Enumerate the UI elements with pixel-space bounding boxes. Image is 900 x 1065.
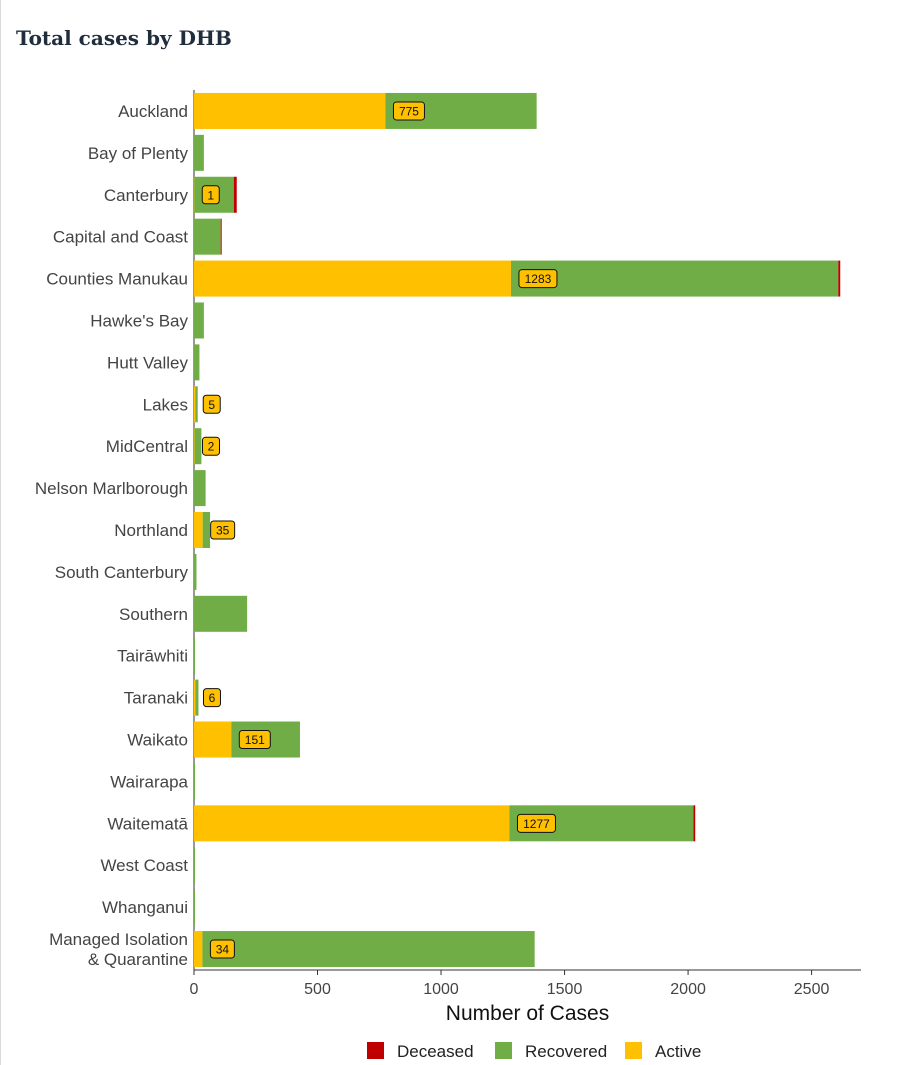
bar-active-auckland [194,92,386,129]
active-badge-waikato [238,730,271,750]
category-label-hawke-s-bay: Hawke's Bay [90,311,188,330]
bar-recovered-managed-isolation-quarantine [202,931,535,968]
active-badge-label-northland: 35 [216,524,230,538]
chart-title: Total cases by DHB [16,26,232,50]
bar-recovered-counties-manukau [510,260,839,297]
category-label-northland: Northland [114,521,188,540]
bar-deceased-capital-and-coast [220,218,222,255]
bar-deceased-canterbury [233,176,237,213]
active-badge-label-managed-isolation-quarantine: 34 [216,943,230,957]
category-label-whanganui: Whanganui [102,898,188,917]
category-label-hutt-valley: Hutt Valley [107,353,188,372]
bar-recovered-taranaki [195,679,199,716]
bar-recovered-whanganui [194,889,195,926]
active-badge-waitemat [516,813,556,833]
bar-recovered-lakes [195,386,198,423]
bar-recovered-hutt-valley [194,344,200,381]
x-tick-label-2000: 2000 [670,981,706,998]
active-badge-taranaki [202,688,221,708]
category-label-bay-of-plenty: Bay of Plenty [88,144,189,163]
active-badge-lakes [202,394,221,414]
active-badge-managed-isolation-quarantine [209,939,235,959]
active-badge-northland [210,520,236,540]
category-label-lakes: Lakes [143,395,188,414]
category-label-taranaki: Taranaki [124,689,188,708]
x-tick-label-1500: 1500 [547,981,583,998]
bar-recovered-west-coast [194,847,195,884]
bar-recovered-southern [194,595,248,632]
bar-active-taranaki [194,679,196,716]
active-badge-midcentral [201,436,220,456]
category-label-waikato: Waikato [127,731,188,750]
category-label-managed-isolation-quarantine: Managed Isolation & Quarantine [49,930,188,969]
category-label-southern: Southern [119,605,188,624]
bar-active-waikato [194,721,232,758]
bar-deceased-counties-manukau [838,260,841,297]
x-axis-title: Number of Cases [446,1002,609,1025]
bar-recovered-south-canterbury [194,553,197,590]
active-badge-counties-manukau [518,269,558,289]
x-tick-label-0: 0 [190,981,199,998]
category-label-wairarapa: Wairarapa [110,772,188,791]
bar-recovered-wairarapa [194,763,195,800]
bar-recovered-tair-whiti [194,637,195,674]
active-badge-canterbury [201,185,220,205]
category-label-capital-and-coast: Capital and Coast [53,228,188,247]
bar-recovered-northland [202,512,211,548]
bar-recovered-bay-of-plenty [194,134,204,171]
legend-label-active: Active [655,1042,701,1061]
active-badge-label-midcentral: 2 [208,440,215,454]
x-tick-label-2500: 2500 [794,981,830,998]
category-label-midcentral: MidCentral [106,437,188,456]
active-badge-auckland [392,101,425,121]
category-label-waitemat: Waitematā [107,814,188,833]
x-tick-label-500: 500 [304,981,331,998]
category-label-south-canterbury: South Canterbury [55,563,189,582]
bar-recovered-capital-and-coast [194,218,221,255]
active-badge-label-taranaki: 6 [209,691,216,705]
bar-recovered-hawke-s-bay [194,302,204,339]
category-label-tair-whiti: Tairāwhiti [117,647,188,666]
bar-active-counties-manukau [194,260,511,297]
bar-deceased-waitemat [693,805,696,842]
legend-swatch-deceased [367,1042,384,1059]
legend-label-deceased: Deceased [397,1042,474,1061]
active-badge-label-canterbury: 1 [207,188,214,202]
bar-active-waitemat [194,805,510,842]
category-label-counties-manukau: Counties Manukau [46,270,188,289]
category-label-nelson-marlborough: Nelson Marlborough [35,479,188,498]
x-tick-label-1000: 1000 [423,981,459,998]
category-label-canterbury: Canterbury [104,186,189,205]
active-badge-label-auckland: 775 [399,104,419,118]
bar-active-managed-isolation-quarantine [194,931,203,968]
category-label-auckland: Auckland [118,102,188,121]
legend-label-recovered: Recovered [525,1042,607,1061]
bar-recovered-midcentral [194,428,202,465]
bar-recovered-nelson-marlborough [194,470,206,507]
bar-active-lakes [194,386,196,423]
active-badge-label-lakes: 5 [208,398,215,412]
active-badge-label-counties-manukau: 1283 [525,272,552,286]
bar-active-northland [194,512,203,548]
legend-swatch-recovered [495,1042,512,1059]
active-badge-label-waitemat: 1277 [523,817,550,831]
active-badge-label-waikato: 151 [245,733,265,747]
legend-swatch-active [625,1042,642,1059]
category-label-west-coast: West Coast [100,856,188,875]
